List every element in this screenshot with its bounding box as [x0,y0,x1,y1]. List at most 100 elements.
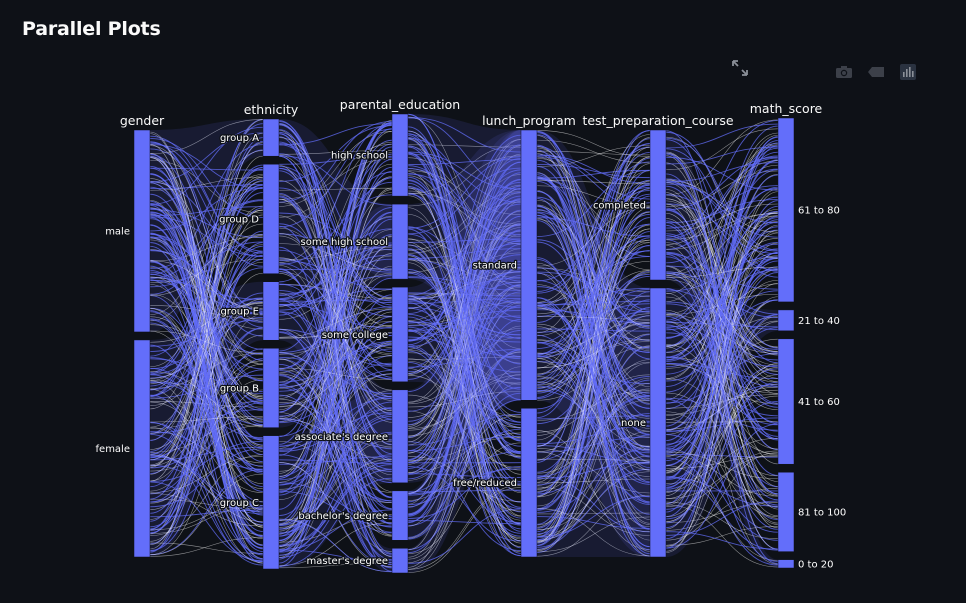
category-bar-gender-male[interactable] [133,129,151,333]
ribbon-path [149,448,264,508]
category-bar-math-score-61-to-80[interactable] [777,117,795,303]
ribbon-path [149,358,264,552]
ribbon-path [407,234,522,465]
category-bar-ethnicity-group-c[interactable] [262,435,280,570]
category-label: group D [219,214,259,225]
ribbon-path [278,358,393,484]
category-bar-parental-education-some-high-school[interactable] [391,203,409,280]
ribbon-path [665,292,779,525]
ribbon-path [407,193,522,225]
ribbon-path [149,416,264,423]
ribbon-path [407,248,522,259]
ribbon-path [407,139,522,443]
ribbon-path [149,455,264,513]
ribbon-path [665,200,779,549]
ribbon-path [407,374,522,437]
category-label: group A [220,133,259,144]
ribbon-group-lunch-program-to-test-preparation-course[interactable] [536,130,651,557]
ribbon-path [278,326,393,417]
ribbon-path [407,266,522,508]
category-bar-lunch-program-standard[interactable] [520,129,538,401]
ribbon-path [278,325,393,408]
camera-icon[interactable] [834,63,854,81]
tag-icon[interactable] [866,63,886,81]
ribbon-path [665,395,779,472]
category-bar-ethnicity-group-e[interactable] [262,281,280,341]
ribbon-path [149,209,264,461]
ribbon-path [536,362,651,526]
category-bar-test-preparation-course-none[interactable] [649,287,667,558]
dimension-title-ethnicity[interactable]: ethnicity [244,102,299,117]
ribbon-path [278,121,393,410]
ribbon-path [407,466,522,519]
ribbon-path [278,137,393,300]
expand-icon[interactable] [730,58,750,78]
category-bar-math-score-41-to-60[interactable] [777,338,795,465]
category-bar-math-score-81-to-100[interactable] [777,471,795,552]
ribbon-path [536,207,651,497]
ribbon-path [665,465,779,561]
ribbon-path [278,362,393,424]
ribbon-path [536,377,651,543]
ribbon-path [278,341,393,556]
ribbon-group-parental-education-to-lunch-program[interactable] [407,113,522,573]
category-bar-parental-education-master-s-degree[interactable] [391,548,409,574]
ribbon-path [536,516,651,529]
category-bar-test-preparation-course-completed[interactable] [649,129,667,281]
ribbon-path [665,146,779,165]
dimension-title-math-score[interactable]: math_score [750,101,823,116]
ribbon-group-gender-to-ethnicity[interactable] [149,119,264,566]
ribbon-path [407,284,522,568]
ribbon-path [278,514,393,543]
ribbon-group-test-preparation-course-to-math-score[interactable] [665,119,779,568]
category-bar-math-score-21-to-40[interactable] [777,309,795,332]
ribbon-path [407,223,522,516]
ribbon-path [536,130,651,463]
ribbon-path [278,243,393,270]
ribbon-path [536,176,651,401]
dimension-title-test-preparation-course[interactable]: test_preparation_course [582,113,733,128]
dimension-title-gender[interactable]: gender [120,113,165,128]
ribbon-path [407,344,522,526]
category-bar-lunch-program-free-reduced[interactable] [520,408,538,558]
ribbon-path [149,177,264,191]
ribbon-path [665,123,779,149]
category-bar-parental-education-some-college[interactable] [391,286,409,383]
plotly-bar-icon[interactable] [898,62,918,82]
dimension-title-lunch-program[interactable]: lunch_program [482,113,576,128]
ribbon-path [149,261,264,434]
ribbon-path [149,327,264,503]
category-bar-gender-female[interactable] [133,339,151,558]
ribbon-path [665,363,779,546]
ribbon-path [149,142,264,252]
ribbon-path [278,194,393,265]
category-bar-parental-education-associate-s-degree[interactable] [391,389,409,484]
dimension-math-score: 61 to 80 21 to 40 41 to 60 81 to 100 0 to 20 [777,117,847,572]
category-bar-parental-education-high-school[interactable] [391,113,409,197]
ribbon-path [149,498,264,510]
category-label: 21 to 40 [798,316,840,327]
ribbon-group-ethnicity-to-parental-education[interactable] [278,119,393,573]
dimension-title-parental-education[interactable]: parental_education [340,97,460,112]
ribbon-path [278,464,393,546]
ribbon-path [536,395,651,478]
ribbon-path [407,156,522,229]
ribbon-path [665,450,779,507]
ribbon-path [407,270,522,342]
category-bar-ethnicity-group-b[interactable] [262,347,280,428]
ribbon-path [278,139,393,386]
category-bar-parental-education-bachelor-s-degree[interactable] [391,490,409,541]
ribbon-path [149,167,264,171]
category-bar-math-score-0-to-20[interactable] [777,559,795,569]
ribbon-path [407,113,522,442]
ribbon-path [536,381,651,477]
ribbon-path [665,303,779,361]
ribbon-path [536,445,651,464]
ribbon-path [278,177,393,385]
ribbon-path [407,325,522,539]
ribbon-path [665,434,779,533]
category-bar-ethnicity-group-d[interactable] [262,163,280,274]
category-bar-ethnicity-group-a[interactable] [262,118,280,157]
ribbon-path [149,401,264,493]
ribbon-path [278,462,393,567]
